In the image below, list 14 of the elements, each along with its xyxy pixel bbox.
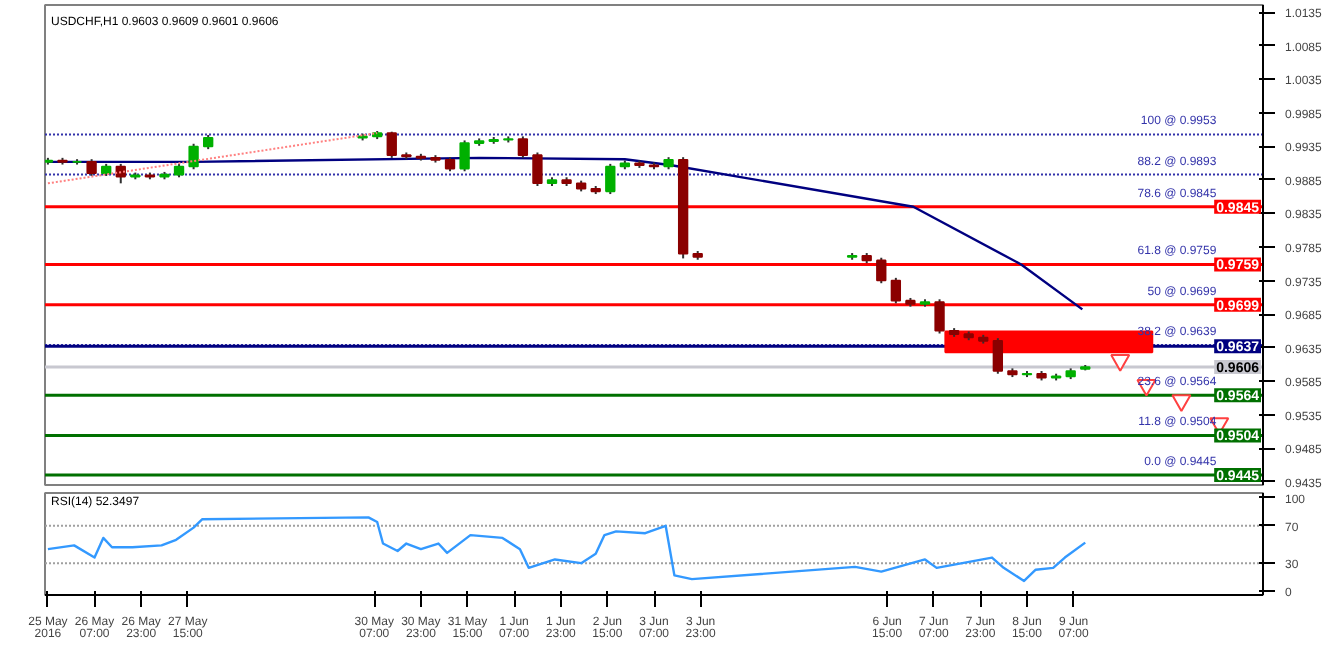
- candlestick: [532, 151, 543, 188]
- candlestick: [517, 135, 529, 159]
- point: [1110, 354, 1131, 372]
- candlestick: [934, 298, 945, 335]
- candlestick: [188, 142, 199, 171]
- point: [1171, 394, 1192, 412]
- candlestick: [386, 130, 397, 159]
- candlestick: [890, 276, 902, 305]
- line-series: [46, 516, 1087, 583]
- candlestick: [876, 256, 887, 285]
- line-series: [46, 156, 1084, 311]
- candlestick: [605, 162, 616, 196]
- candlestick: [459, 139, 470, 173]
- candlestick: [992, 337, 1004, 375]
